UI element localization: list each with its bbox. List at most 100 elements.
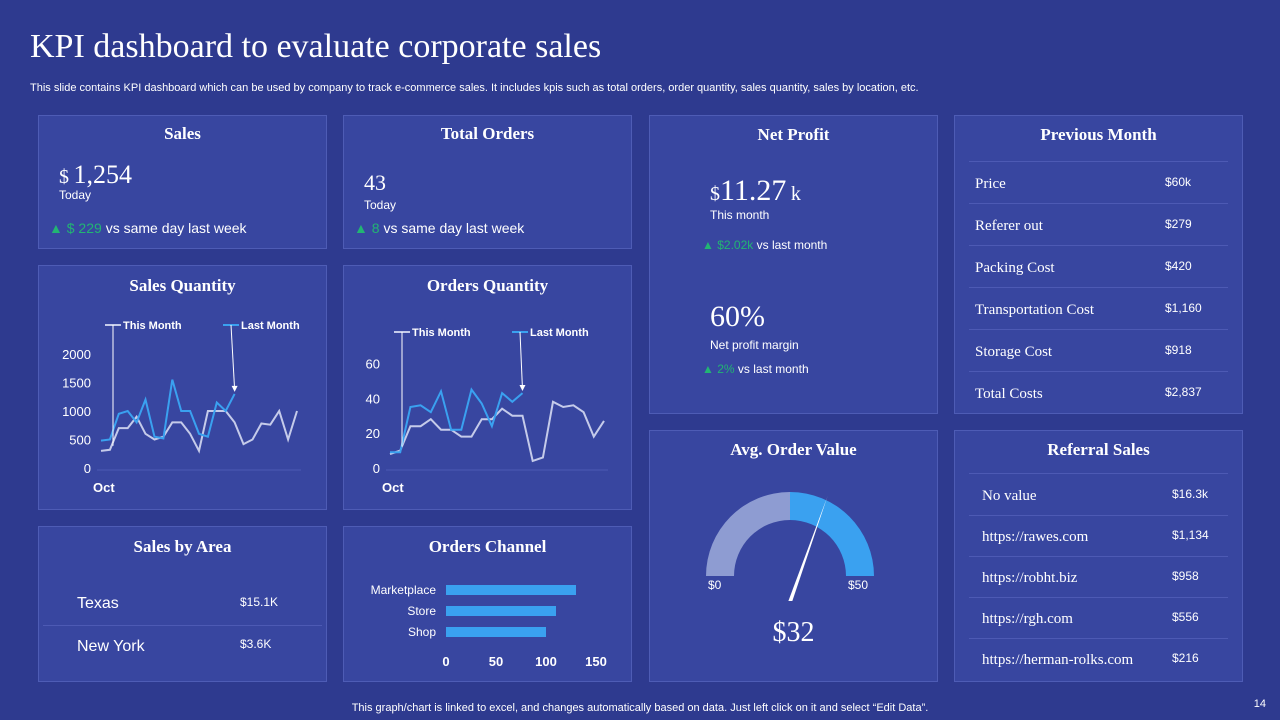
area-row: New York $3.6K (43, 626, 322, 670)
row-value: $60k (1165, 175, 1192, 189)
orders-card: Total Orders 43 Today ▲ 8 vs same day la… (343, 115, 632, 249)
y-tick-label: 60 (366, 356, 380, 371)
series-line-this-month (389, 400, 605, 463)
bar (446, 606, 556, 616)
row-value: $279 (1165, 217, 1192, 231)
previous-month-card: Previous Month Price $60k Referer out $279… (954, 115, 1243, 414)
row-value: $556 (1172, 610, 1199, 624)
y-tick-label: 1000 (62, 404, 91, 419)
gauge-fill (790, 492, 874, 576)
avg-order-title: Avg. Order Value (730, 440, 857, 459)
referral-title: Referral Sales (1047, 440, 1150, 459)
divider (969, 473, 1228, 474)
previous-month-title: Previous Month (1040, 125, 1157, 144)
orders-channel-title: Orders Channel (428, 537, 547, 556)
y-tick-label: 1500 (62, 376, 91, 391)
sales-currency: $ (59, 166, 69, 188)
sales-change: ▲ $ 229 vs same day last week (49, 220, 247, 236)
orders-quantity-title: Orders Quantity (426, 276, 549, 295)
up-arrow-icon: ▲ (702, 362, 714, 376)
sales-compare: vs same day last week (105, 220, 247, 236)
row-value: $16.3k (1172, 487, 1209, 501)
area-label: New York (77, 638, 145, 655)
row-label: Transportation Cost (975, 302, 1095, 318)
row-label: https://herman-rolks.com (982, 652, 1134, 668)
gauge-track (706, 492, 790, 576)
orders-title: Total Orders (440, 124, 535, 143)
y-tick-label: 0 (373, 461, 380, 476)
row-value: $918 (1165, 343, 1192, 357)
row-label: No value (982, 488, 1037, 504)
series-line-this-month (100, 408, 298, 454)
y-tick-label: 40 (366, 391, 380, 406)
previous-month-row: Transportation Cost $1,160 (969, 288, 1228, 330)
profit-margin-value: 60% (710, 300, 765, 333)
avg-order-gauge (706, 492, 874, 601)
annotation-arrow (519, 331, 523, 390)
gauge-min-label: $0 (708, 578, 722, 592)
sales-change-value: $ 229 (66, 220, 102, 236)
area-value: $15.1K (240, 595, 279, 609)
net-profit-amount: 11.27 (720, 174, 787, 207)
area-label: Texas (77, 595, 119, 612)
orders-value: 43 (364, 170, 386, 195)
x-tick-label: 100 (535, 654, 557, 669)
area-value: $3.6K (240, 637, 272, 651)
sales-quantity-chart: 0 500 1000 1500 2000 Oct This Month Last Month (62, 320, 301, 495)
y-tick-label: 20 (366, 426, 380, 441)
orders-quantity-card: Orders Quantity 0 20 40 60 Oct This Month Last… (343, 265, 632, 510)
row-value: $420 (1165, 259, 1192, 273)
row-label: Referer out (975, 218, 1043, 234)
orders-change-value: 8 (371, 220, 380, 236)
y-tick-label: 0 (84, 461, 91, 476)
series-line-last-month (100, 379, 236, 442)
x-axis-label: Oct (382, 480, 404, 495)
referral-row: No value $16.3k (969, 474, 1228, 516)
sales-amount: 1,254 (73, 160, 132, 189)
net-profit-unit: k (790, 183, 801, 205)
referral-row: https://rgh.com $556 (969, 597, 1228, 639)
sales-card: Sales $ 1,254 Today ▲ $ 229 vs same day … (38, 115, 327, 249)
row-label: Packing Cost (975, 260, 1055, 276)
y-tick-label: 500 (69, 433, 91, 448)
previous-month-row: Storage Cost $918 (969, 330, 1228, 372)
row-value: $958 (1172, 569, 1199, 583)
y-tick-label: 2000 (62, 347, 91, 362)
category-label: Shop (408, 625, 436, 639)
divider (969, 161, 1228, 162)
sales-title: Sales (164, 124, 201, 143)
annotation-arrow (230, 324, 236, 390)
sales-value: $ 1,254 (59, 160, 132, 190)
up-arrow-icon: ▲ (49, 220, 63, 236)
page-number: 14 (1253, 698, 1266, 710)
x-tick-label: 50 (489, 654, 503, 669)
profit-margin-compare: vs last month (737, 362, 809, 376)
arrow-head (519, 385, 526, 392)
bar (446, 627, 546, 637)
orders-channel-chart: Marketplace Store Shop 0 50 100 150 (371, 583, 607, 669)
sales-by-area-card: Sales by Area Texas $15.1K New York $3.6… (38, 526, 327, 682)
row-label: Price (975, 176, 1006, 192)
category-label: Marketplace (371, 583, 437, 597)
row-value: $1,134 (1172, 528, 1209, 542)
footer-note: This graph/chart is linked to excel, and… (351, 702, 929, 714)
avg-order-value: $32 (772, 617, 815, 648)
row-label: Storage Cost (975, 344, 1053, 360)
net-profit-value: $11.27 k (710, 174, 801, 208)
previous-month-row: Total Costs $2,837 (969, 372, 1228, 413)
row-value: $1,160 (1165, 301, 1202, 315)
orders-compare: vs same day last week (383, 220, 525, 236)
x-tick-label: 150 (585, 654, 607, 669)
up-arrow-icon: ▲ (702, 238, 714, 252)
previous-month-row: Packing Cost $420 (969, 246, 1228, 288)
legend-label: This Month (123, 320, 182, 332)
sales-by-area-title: Sales by Area (133, 537, 232, 556)
bar (446, 585, 576, 595)
x-tick-label: 0 (442, 654, 449, 669)
orders-period: Today (364, 198, 397, 212)
net-profit-currency: $ (710, 183, 720, 205)
net-profit-period: This month (710, 208, 770, 222)
area-row: Texas $15.1K (43, 581, 322, 626)
net-profit-card: Net Profit $11.27 k This month ▲ $2.02k … (649, 115, 938, 414)
referral-row: https://rawes.com $1,134 (969, 515, 1228, 557)
